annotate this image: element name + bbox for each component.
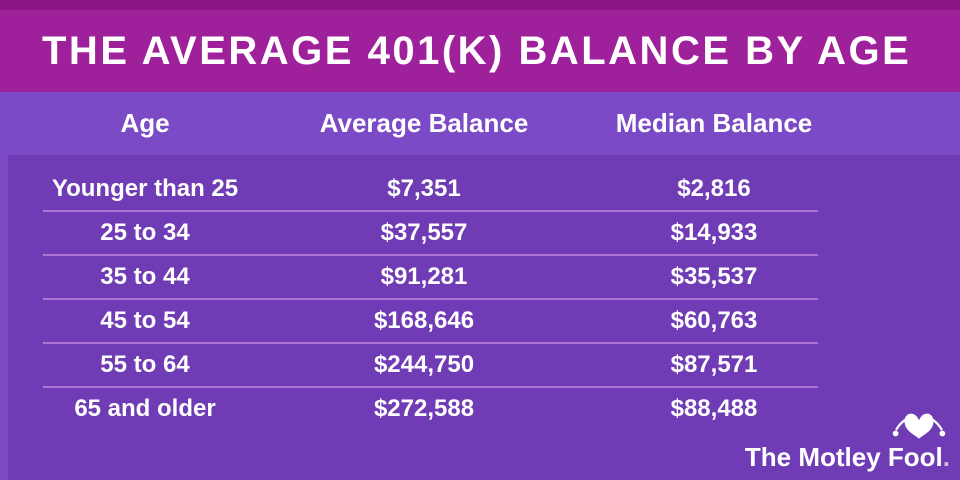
title-banner: THE AVERAGE 401(K) BALANCE BY AGE bbox=[0, 10, 960, 92]
table-row: 55 to 64 $244,750 $87,571 bbox=[0, 342, 960, 387]
logo-wordmark: The Motley Fool. bbox=[744, 442, 950, 472]
age-cell: 25 to 34 bbox=[100, 219, 190, 246]
age-cell: 35 to 44 bbox=[100, 263, 190, 290]
column-header-age: Age bbox=[120, 108, 170, 138]
table-row: Younger than 25 $7,351 $2,816 bbox=[0, 167, 960, 211]
age-cell: Younger than 25 bbox=[51, 175, 239, 202]
median-cell: $88,488 bbox=[670, 395, 758, 422]
left-edge-strip bbox=[0, 155, 8, 480]
table-header-row: Age Average Balance Median Balance bbox=[0, 92, 960, 155]
average-cell: $272,588 bbox=[373, 395, 475, 422]
table-row: 25 to 34 $37,557 $14,933 bbox=[0, 210, 960, 255]
logo-period: . bbox=[942, 442, 950, 472]
average-cell: $168,646 bbox=[373, 307, 475, 334]
average-cell: $244,750 bbox=[373, 351, 475, 378]
age-cell: 65 and older bbox=[74, 395, 216, 422]
jester-cap-icon bbox=[892, 413, 946, 439]
column-header-median: Median Balance bbox=[615, 108, 813, 138]
age-cell: 45 to 54 bbox=[100, 307, 190, 334]
table-row: 45 to 54 $168,646 $60,763 bbox=[0, 298, 960, 343]
page-title: THE AVERAGE 401(K) BALANCE BY AGE bbox=[42, 28, 912, 73]
table-row: 65 and older $272,588 $88,488 bbox=[0, 386, 960, 431]
average-cell: $37,557 bbox=[380, 219, 468, 246]
average-cell: $91,281 bbox=[380, 263, 468, 290]
median-cell: $60,763 bbox=[670, 307, 758, 334]
median-cell: $87,571 bbox=[670, 351, 758, 378]
motley-fool-logo: The Motley Fool. bbox=[745, 410, 950, 474]
column-header-average: Average Balance bbox=[319, 108, 529, 138]
table-body: Younger than 25 $7,351 $2,816 25 to 34 $… bbox=[0, 167, 960, 431]
median-cell: $14,933 bbox=[670, 219, 758, 246]
median-cell: $2,816 bbox=[677, 175, 751, 202]
average-cell: $7,351 bbox=[387, 175, 461, 202]
top-accent-strip bbox=[0, 0, 960, 10]
median-cell: $35,537 bbox=[670, 263, 758, 290]
age-cell: 55 to 64 bbox=[100, 351, 190, 378]
table-row: 35 to 44 $91,281 $35,537 bbox=[0, 254, 960, 299]
